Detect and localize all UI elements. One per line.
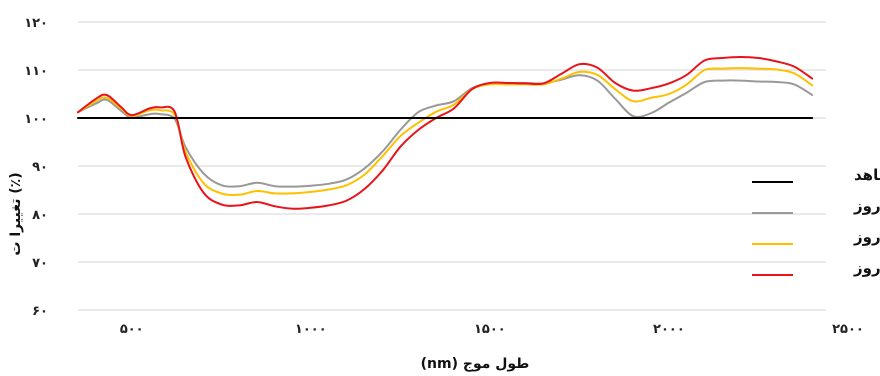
legend-label: ۴ روز	[853, 228, 880, 246]
x-tick-label: ۱۵۰۰	[474, 322, 506, 337]
y-tick-label: ۱۲۰	[24, 16, 48, 31]
series-lines	[77, 56, 814, 210]
y-tick-label: ۶۰	[32, 304, 48, 319]
y-axis-label: تغییرا ت (٪)	[8, 172, 24, 255]
series-line-4	[77, 56, 814, 210]
legend-label: ۲ روز	[853, 197, 880, 215]
legend-label: شاهد	[854, 166, 880, 184]
legend: شاهد ۲ روز ۴ روز ۶ روز	[752, 166, 880, 277]
y-tick-label: ۱۱۰	[24, 64, 48, 79]
series-line-3	[77, 67, 814, 197]
legend-label: ۶ روز	[853, 259, 880, 277]
y-tick-label: ۸۰	[32, 208, 48, 223]
y-tick-label: ۱۰۰	[24, 112, 48, 127]
x-tick-label: ۱۰۰۰	[295, 322, 327, 337]
gridlines	[78, 21, 826, 311]
y-tick-label: ۷۰	[32, 256, 48, 271]
y-tick-label: ۹۰	[32, 160, 48, 175]
x-tick-label: ۲۰۰۰	[653, 322, 685, 337]
x-tick-label: ۵۰۰	[120, 322, 144, 337]
y-tick-labels: ۶۰ ۷۰ ۸۰ ۹۰ ۱۰۰ ۱۱۰ ۱۲۰	[24, 16, 48, 319]
x-tick-labels: ۵۰۰ ۱۰۰۰ ۱۵۰۰ ۲۰۰۰ ۲۵۰۰	[120, 322, 864, 337]
x-axis-label: طول موج (nm)	[421, 356, 530, 372]
series-line-2	[77, 74, 814, 188]
x-tick-label: ۲۵۰۰	[832, 322, 864, 337]
